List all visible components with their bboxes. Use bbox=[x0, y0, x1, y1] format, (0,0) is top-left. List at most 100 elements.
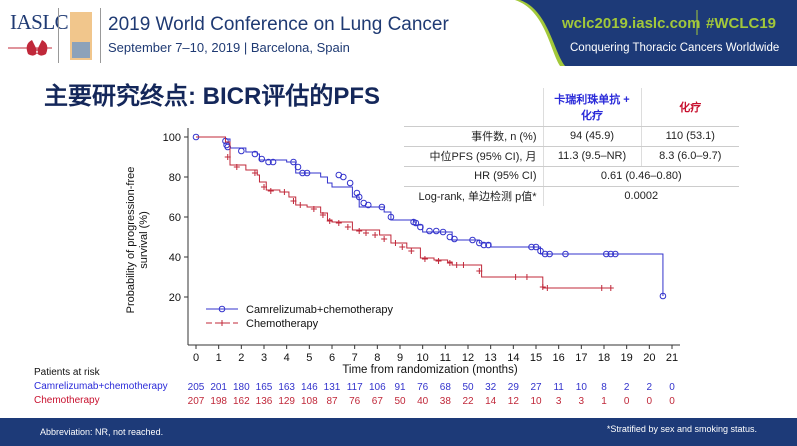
censor-mark bbox=[261, 184, 267, 190]
website-link[interactable]: wclc2019.iaslc.com bbox=[562, 15, 701, 32]
censor-mark bbox=[453, 262, 460, 268]
censor-mark bbox=[562, 250, 569, 258]
at-risk-count: 68 bbox=[440, 382, 452, 393]
censor-mark bbox=[378, 203, 386, 211]
censor-mark bbox=[612, 250, 619, 258]
at-risk-count: 205 bbox=[188, 382, 205, 393]
row-label: 中位PFS (95% CI), 月 bbox=[404, 146, 543, 167]
censor-mark bbox=[355, 193, 363, 201]
y-tick-label: 60 bbox=[169, 212, 181, 224]
at-risk-count: 38 bbox=[440, 396, 452, 407]
at-risk-count: 146 bbox=[301, 382, 318, 393]
censor-mark bbox=[392, 240, 399, 246]
censor-mark bbox=[426, 227, 433, 235]
censor-mark bbox=[451, 235, 458, 243]
cell-red: 8.3 (6.0–9.7) bbox=[640, 146, 739, 167]
censor-mark bbox=[485, 241, 492, 249]
censor-mark bbox=[265, 158, 272, 166]
censor-mark bbox=[546, 250, 553, 258]
y-tick-label: 40 bbox=[169, 252, 181, 264]
at-risk-count: 0 bbox=[669, 396, 675, 407]
censor-mark bbox=[224, 143, 232, 151]
at-risk-count: 117 bbox=[347, 382, 363, 393]
slide-title: 主要研究终点: BICR评估的PFS bbox=[44, 83, 380, 110]
table-row: Log-rank, 单边检测 p值* 0.0002 bbox=[404, 186, 739, 206]
censor-mark bbox=[251, 150, 259, 158]
censor-mark bbox=[269, 158, 277, 166]
censor-mark bbox=[340, 173, 347, 181]
at-risk-count: 87 bbox=[326, 396, 338, 407]
table-row: 事件数, n (%) 94 (45.9) 110 (53.1) bbox=[404, 126, 739, 147]
col-header-chemotherapy: 化疗 bbox=[640, 88, 739, 127]
censor-mark bbox=[512, 274, 519, 280]
censor-mark bbox=[607, 285, 614, 291]
results-table: 卡瑞利珠单抗 + 化疗 化疗 事件数, n (%) 94 (45.9) 110 (5… bbox=[404, 88, 739, 206]
censor-mark bbox=[290, 158, 297, 166]
col-header-camrelizumab: 卡瑞利珠单抗 + 化疗 bbox=[542, 88, 641, 127]
x-tick-label: 5 bbox=[306, 352, 312, 364]
legend-plus-icon bbox=[219, 320, 225, 326]
table-header-row: 卡瑞利珠单抗 + 化疗 化疗 bbox=[404, 88, 739, 127]
censor-mark bbox=[387, 213, 395, 221]
censor-mark bbox=[281, 189, 288, 195]
censor-mark bbox=[480, 241, 488, 249]
chemotherapy-curve bbox=[196, 136, 611, 289]
footer-footnote: *Stratified by sex and smoking status. bbox=[606, 424, 757, 434]
censor-mark bbox=[439, 228, 447, 236]
censor-mark bbox=[432, 227, 440, 235]
at-risk-count: 50 bbox=[394, 396, 406, 407]
censor-mark bbox=[476, 268, 483, 274]
y-tick-label: 20 bbox=[169, 292, 181, 304]
footer-bar: Abbreviation: NR, not reached. *Stratifi… bbox=[0, 418, 797, 446]
cell-hr: 0.61 (0.46–0.80) bbox=[542, 166, 739, 187]
censor-mark bbox=[346, 179, 354, 187]
x-tick-label: 15 bbox=[530, 352, 542, 364]
at-risk-count: 201 bbox=[210, 382, 227, 393]
x-tick-label: 1 bbox=[216, 352, 222, 364]
censor-mark bbox=[532, 243, 540, 251]
x-tick-label: 3 bbox=[261, 352, 267, 364]
censor-mark bbox=[233, 164, 240, 170]
at-risk-count: 67 bbox=[372, 396, 384, 407]
row-label: Log-rank, 单边检测 p值* bbox=[418, 191, 537, 204]
row-label: 事件数, n (%) bbox=[404, 126, 543, 147]
at-risk-count: 10 bbox=[576, 382, 588, 393]
x-tick-label: 6 bbox=[329, 352, 335, 364]
x-tick-label: 16 bbox=[553, 352, 565, 364]
legend-label: Camrelizumab+chemotherapy bbox=[246, 304, 394, 316]
censor-mark bbox=[446, 260, 453, 266]
y-axis-label: Probability of progression-freesurvival … bbox=[125, 167, 150, 314]
km-chart: Probability of progression-freesurvival … bbox=[125, 128, 680, 407]
censor-mark bbox=[399, 244, 406, 250]
censor-mark bbox=[408, 248, 415, 254]
iaslc-lungs-icon bbox=[8, 40, 52, 56]
censor-mark bbox=[381, 236, 388, 242]
at-risk-count: 22 bbox=[462, 396, 474, 407]
table-row: HR (95% CI) 0.61 (0.46–0.80) bbox=[404, 166, 739, 187]
x-axis-label: Time from randomization (months) bbox=[342, 364, 517, 376]
x-tick-label: 7 bbox=[352, 352, 358, 364]
censor-mark bbox=[598, 285, 605, 291]
x-tick-label: 19 bbox=[621, 352, 633, 364]
x-tick-label: 12 bbox=[462, 352, 474, 364]
censor-mark bbox=[528, 243, 535, 251]
at-risk-count: 10 bbox=[530, 396, 542, 407]
censor-mark bbox=[539, 284, 546, 290]
x-tick-label: 9 bbox=[397, 352, 403, 364]
x-tick-label: 0 bbox=[193, 352, 199, 364]
censor-mark bbox=[297, 202, 304, 208]
censor-mark bbox=[435, 258, 442, 264]
at-risk-count: 27 bbox=[530, 382, 542, 393]
censor-mark bbox=[290, 198, 297, 204]
at-risk-label-camrelizumab: Camrelizumab+chemotherapy bbox=[34, 381, 168, 392]
sagrada-familia-icon bbox=[70, 12, 92, 60]
at-risk-count: 0 bbox=[669, 382, 675, 393]
at-risk-count: 2 bbox=[647, 382, 653, 393]
cell-blue: 11.3 (9.5–NR) bbox=[542, 146, 641, 167]
x-tick-label: 2 bbox=[238, 352, 244, 364]
at-risk-count: 106 bbox=[369, 382, 386, 393]
cell-blue: 94 (45.9) bbox=[542, 126, 641, 147]
censor-mark bbox=[364, 201, 372, 209]
x-tick-label: 14 bbox=[507, 352, 519, 364]
x-tick-label: 4 bbox=[284, 352, 290, 364]
